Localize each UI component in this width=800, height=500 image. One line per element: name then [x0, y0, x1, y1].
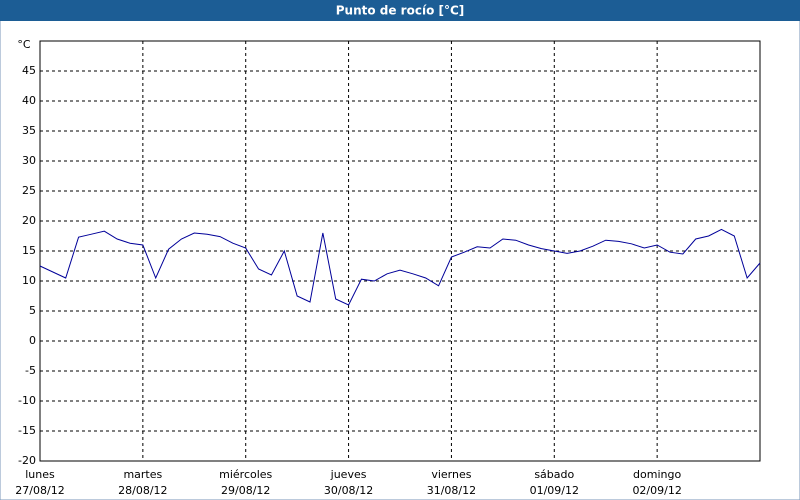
y-tick-label: 0 [29, 334, 36, 347]
x-tick-date: 29/08/12 [221, 484, 270, 497]
plot-border [39, 40, 761, 462]
y-tick-label: -15 [18, 424, 36, 437]
x-tick-weekday: domingo [633, 468, 681, 481]
y-tick-label: 40 [22, 94, 36, 107]
x-tick-date: 01/09/12 [530, 484, 579, 497]
data-line [39, 228, 761, 306]
y-tick-label: -5 [25, 364, 36, 377]
chart-title: Punto de rocío [°C] [336, 4, 465, 18]
y-tick-label: -20 [18, 454, 36, 467]
y-tick-label: 20 [22, 214, 36, 227]
y-tick-label: -10 [18, 394, 36, 407]
y-tick-label: 10 [22, 274, 36, 287]
y-unit: °C [17, 38, 31, 51]
x-tick-weekday: viernes [431, 468, 471, 481]
x-tick-date: 27/08/12 [15, 484, 64, 497]
y-tick-label: 15 [22, 244, 36, 257]
x-tick-weekday: sábado [534, 468, 574, 481]
y-tick-label: 5 [29, 304, 36, 317]
x-tick-weekday: miércoles [219, 468, 272, 481]
x-tick-weekday: martes [123, 468, 162, 481]
x-tick-date: 31/08/12 [427, 484, 476, 497]
y-tick-label: 45 [22, 64, 36, 77]
y-tick-label: 25 [22, 184, 36, 197]
x-tick-date: 02/09/12 [632, 484, 681, 497]
y-tick-label: 30 [22, 154, 36, 167]
title-bar [0, 0, 800, 21]
x-tick-date: 28/08/12 [118, 484, 167, 497]
x-tick-weekday: lunes [25, 468, 55, 481]
y-tick-label: 35 [22, 124, 36, 137]
x-tick-weekday: jueves [330, 468, 367, 481]
x-tick-date: 30/08/12 [324, 484, 373, 497]
